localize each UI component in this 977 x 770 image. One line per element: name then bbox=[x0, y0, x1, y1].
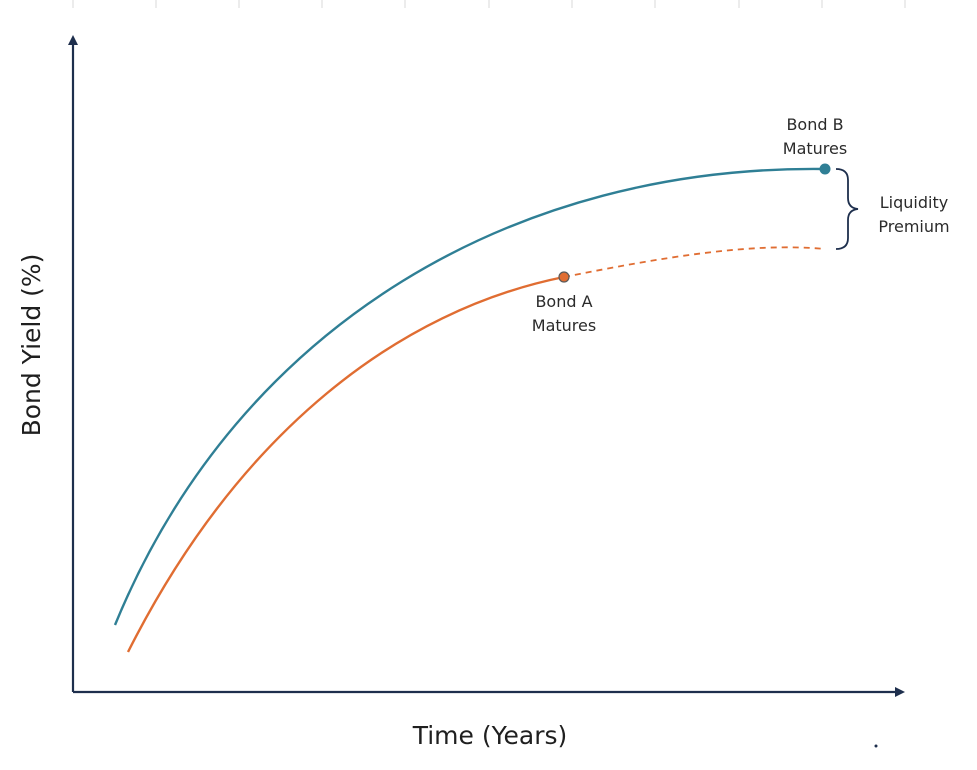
bond-a-label-line1: Bond A bbox=[535, 292, 592, 311]
bond-b-label-line2: Matures bbox=[783, 139, 847, 158]
x-axis-title: Time (Years) bbox=[412, 721, 568, 750]
liquidity-premium-label-line2: Premium bbox=[878, 217, 949, 236]
bond-a-label-line2: Matures bbox=[532, 316, 596, 335]
y-axis-title: Bond Yield (%) bbox=[17, 254, 46, 437]
bond-b-curve bbox=[113, 167, 826, 626]
bond-b-label-line1: Bond B bbox=[786, 115, 843, 134]
bond-a-extension-dashed bbox=[563, 246, 826, 278]
liquidity-premium-bracket bbox=[835, 168, 859, 250]
top-tick-marks bbox=[72, 0, 906, 8]
stray-dot bbox=[874, 744, 878, 748]
liquidity-premium-label-line1: Liquidity bbox=[880, 193, 948, 212]
bond-a-maturity-point bbox=[558, 271, 570, 283]
bond-b-maturity-point bbox=[819, 163, 831, 175]
bond-a-curve bbox=[126, 275, 565, 653]
